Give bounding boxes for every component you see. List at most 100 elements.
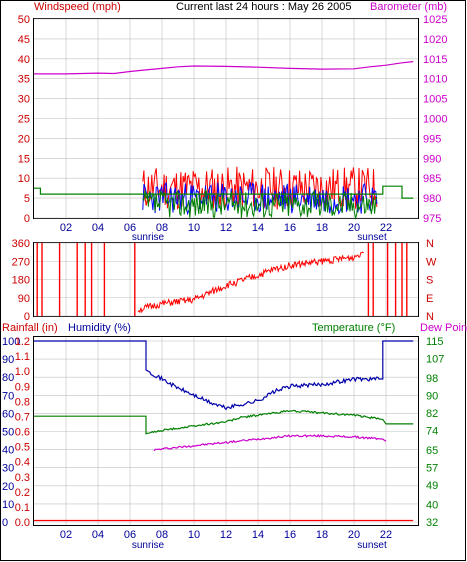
- x-tick-top: 10: [188, 222, 200, 234]
- x-tick-top: 22: [380, 222, 392, 234]
- temperature-y-tick: 98: [426, 373, 438, 385]
- x-tick-top: 12: [220, 222, 232, 234]
- barometer-y-tick: 985: [423, 173, 441, 185]
- barometer-y-tick: 995: [423, 133, 441, 145]
- humidity-y-tick: 80: [2, 372, 14, 384]
- sunrise-label-bottom: sunrise: [132, 540, 165, 551]
- x-tick-top: 14: [252, 222, 264, 234]
- wind-baseline-line: [34, 185, 414, 199]
- dewpoint-line: [153, 433, 387, 452]
- x-tick-bottom: 18: [316, 529, 328, 541]
- humidity-y-tick: 60: [2, 408, 14, 420]
- rain-y-tick: 1.0: [15, 366, 30, 378]
- rain-y-tick: 0.2: [15, 487, 30, 499]
- rain-y-tick: 0.5: [15, 442, 30, 454]
- temperature-y-tick: 40: [426, 500, 438, 512]
- x-tick-bottom: 14: [252, 529, 264, 541]
- temperature-label: Temperature (°F): [312, 322, 395, 334]
- direction-y-tick: 360: [12, 238, 30, 250]
- x-tick-bottom: 02: [60, 529, 72, 541]
- wind-avg-trace: [142, 182, 378, 216]
- humidity-y-tick: 90: [2, 354, 14, 366]
- wind-y-tick: 0: [24, 213, 30, 225]
- temperature-y-tick: 32: [426, 517, 438, 529]
- temperature-y-tick: 49: [426, 480, 438, 492]
- wind-y-tick: 50: [18, 14, 30, 26]
- humidity-y-tick: 100: [2, 336, 20, 348]
- humidity-label: Humidity (%): [68, 322, 131, 334]
- wind-y-tick: 40: [18, 54, 30, 66]
- wind-y-tick: 10: [18, 173, 30, 185]
- wind-y-tick: 5: [24, 193, 30, 205]
- wind-y-tick: 15: [18, 153, 30, 165]
- wind-y-tick: 35: [18, 74, 30, 86]
- barometer-y-tick: 1000: [423, 114, 447, 126]
- barometer-y-tick: 1020: [423, 34, 447, 46]
- direction-y-tick: 0: [24, 311, 30, 323]
- x-tick-bottom: 04: [92, 529, 104, 541]
- compass-tick: W: [426, 256, 437, 268]
- barometer-y-tick: 975: [423, 213, 441, 225]
- compass-tick: S: [426, 275, 433, 287]
- tick-label-layer: 5045403530252015105010251020101510101005…: [2, 14, 447, 551]
- rain-y-tick: 0.7: [15, 411, 30, 423]
- sunset-label-bottom: sunset: [357, 540, 387, 551]
- rain-y-tick: 1.1: [15, 351, 30, 363]
- wind-y-tick: 45: [18, 34, 30, 46]
- rain-y-tick: 0.9: [15, 381, 30, 393]
- x-tick-bottom: 20: [348, 529, 360, 541]
- direction-panel-frame: [33, 242, 419, 317]
- direction-y-tick: 90: [18, 293, 30, 305]
- barometer-y-tick: 1015: [423, 54, 447, 66]
- x-tick-bottom: 22: [380, 529, 392, 541]
- rainfall-label: Rainfall (in): [2, 322, 58, 334]
- rain-y-tick: 0.4: [15, 457, 30, 469]
- direction-y-tick: 270: [12, 256, 30, 268]
- compass-tick: N: [426, 238, 434, 250]
- bottom-panel-frame: [33, 336, 419, 526]
- humidity-y-tick: 20: [2, 481, 14, 493]
- compass-tick: N: [426, 311, 434, 323]
- humidity-y-tick: 70: [2, 390, 14, 402]
- marks-layer: [34, 61, 414, 522]
- x-tick-top: 06: [124, 222, 136, 234]
- temperature-y-tick: 107: [426, 353, 444, 365]
- x-tick-top: 08: [156, 222, 168, 234]
- x-tick-bottom: 12: [220, 529, 232, 541]
- rain-y-tick: 1.2: [15, 336, 30, 348]
- sunrise-label-top: sunrise: [132, 232, 165, 243]
- x-tick-top: 04: [92, 222, 104, 234]
- wind-y-tick: 30: [18, 94, 30, 106]
- humidity-y-tick: 30: [2, 463, 14, 475]
- temperature-y-tick: 57: [426, 462, 438, 474]
- humidity-y-tick: 50: [2, 427, 14, 439]
- temperature-y-tick: 90: [426, 391, 438, 403]
- barometer-y-tick: 1010: [423, 74, 447, 86]
- rain-y-tick: 0.0: [15, 517, 30, 529]
- rain-y-tick: 0.3: [15, 472, 30, 484]
- dewpoint-label: Dew Point: [420, 322, 467, 334]
- chart-title: Current last 24 hours : May 26 2005: [176, 1, 351, 13]
- humidity-y-tick: 10: [2, 499, 14, 511]
- sunset-label-top: sunset: [357, 232, 387, 243]
- x-tick-top: 16: [284, 222, 296, 234]
- temperature-y-tick: 82: [426, 408, 438, 420]
- barometer-label: Barometer (mb): [370, 1, 447, 13]
- wind-y-tick: 20: [18, 133, 30, 145]
- direction-trace: [137, 251, 364, 314]
- temperature-y-tick: 65: [426, 445, 438, 457]
- barometer-y-tick: 990: [423, 153, 441, 165]
- barometer-y-tick: 1005: [423, 94, 447, 106]
- wind-y-tick: 25: [18, 114, 30, 126]
- rain-y-tick: 0.1: [15, 502, 30, 514]
- x-tick-bottom: 16: [284, 529, 296, 541]
- x-tick-top: 18: [316, 222, 328, 234]
- x-tick-bottom: 10: [188, 529, 200, 541]
- barometer-y-tick: 980: [423, 193, 441, 205]
- wind-panel-frame: [33, 18, 419, 219]
- barometer-y-tick: 1025: [423, 14, 447, 26]
- humidity-y-tick: 0: [2, 517, 8, 529]
- x-tick-bottom: 08: [156, 529, 168, 541]
- temperature-y-tick: 115: [426, 336, 444, 348]
